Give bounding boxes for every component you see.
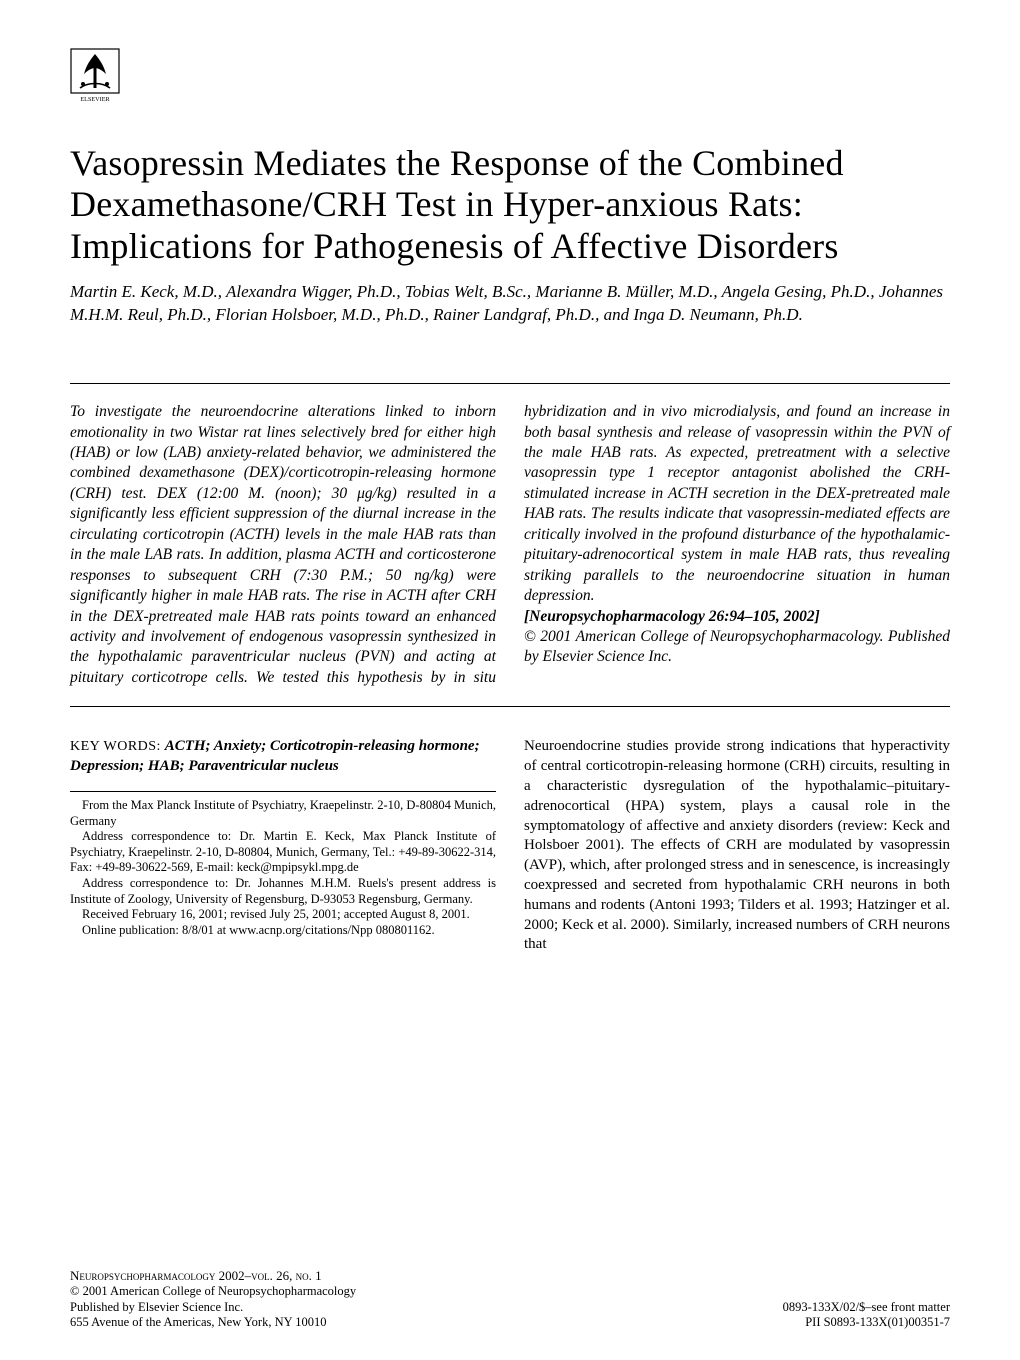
publisher-name: ELSEVIER — [80, 96, 110, 103]
article-title: Vasopressin Mediates the Response of the… — [70, 143, 950, 267]
publisher-logo: ELSEVIER — [70, 48, 120, 103]
correspondence-1: Address correspondence to: Dr. Martin E.… — [70, 829, 496, 876]
intro-paragraph: Neuroendocrine studies provide strong in… — [524, 737, 950, 955]
citation-line: [Neuropsychopharmacology 26:94–105, 2002… — [524, 608, 820, 625]
affiliation-from: From the Max Planck Institute of Psychia… — [70, 798, 496, 829]
keywords-label: KEY WORDS: — [70, 739, 161, 754]
keywords-block: KEY WORDS: ACTH; Anxiety; Corticotropin-… — [70, 737, 496, 777]
page-footer: Neuropsychopharmacology 2002–vol. 26, no… — [70, 1268, 950, 1330]
footer-address: 655 Avenue of the Americas, New York, NY… — [70, 1315, 327, 1329]
affiliation-block: From the Max Planck Institute of Psychia… — [70, 791, 496, 939]
author-list: Martin E. Keck, M.D., Alexandra Wigger, … — [70, 281, 950, 327]
footer-copyright: © 2001 American College of Neuropsychoph… — [70, 1284, 356, 1298]
body-columns: KEY WORDS: ACTH; Anxiety; Corticotropin-… — [70, 737, 950, 955]
received-dates: Received February 16, 2001; revised July… — [70, 907, 496, 923]
footer-issn: 0893-133X/02/$–see front matter — [783, 1300, 950, 1314]
footer-pii: PII S0893-133X(01)00351-7 — [805, 1315, 950, 1329]
body-text: Neuroendocrine studies provide strong in… — [524, 737, 950, 955]
online-publication: Online publication: 8/8/01 at www.acnp.o… — [70, 923, 496, 939]
copyright-line: © 2001 American College of Neuropsychoph… — [524, 628, 950, 665]
footer-journal: Neuropsychopharmacology 2002–vol. 26, no… — [70, 1268, 322, 1283]
footer-publisher: Published by Elsevier Science Inc. — [70, 1300, 243, 1314]
elsevier-tree-icon: ELSEVIER — [70, 48, 120, 103]
abstract-container: To investigate the neuroendocrine altera… — [70, 383, 950, 707]
correspondence-2: Address correspondence to: Dr. Johannes … — [70, 876, 496, 907]
